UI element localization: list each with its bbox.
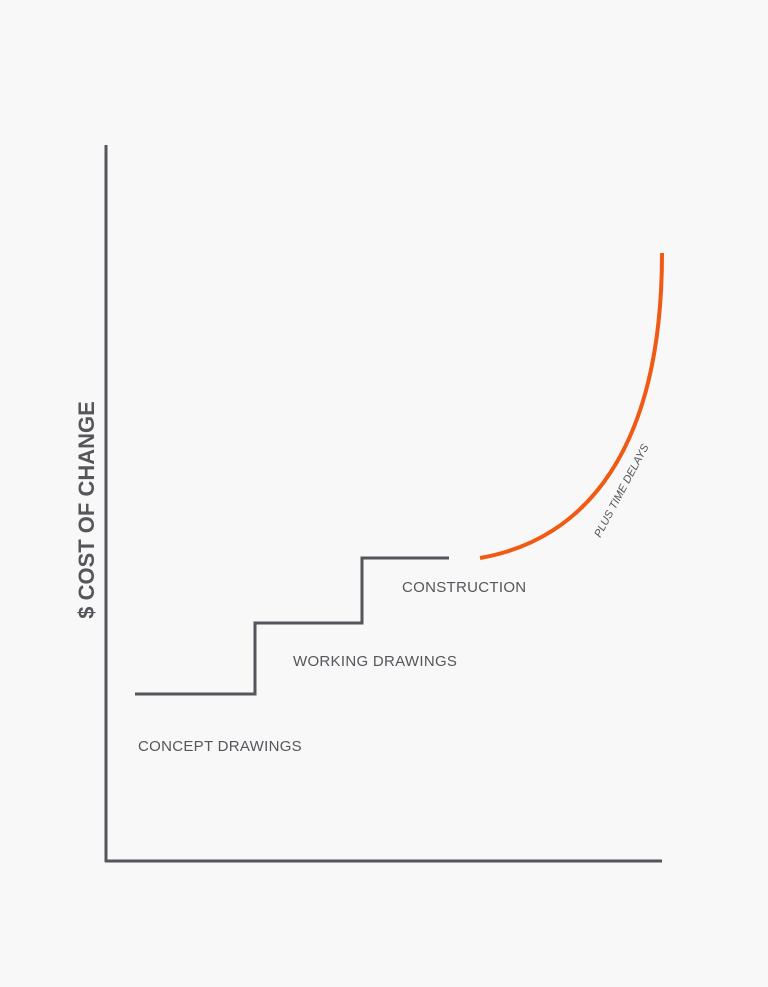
stage-label: CONCEPT DRAWINGS — [138, 738, 302, 755]
stage-label: WORKING DRAWINGS — [293, 653, 457, 670]
step-line — [135, 556, 449, 696]
axis-label: $ COST OF CHANGE — [74, 401, 99, 619]
stage-label: CONSTRUCTION — [402, 579, 526, 596]
cost-curve — [479, 252, 664, 560]
